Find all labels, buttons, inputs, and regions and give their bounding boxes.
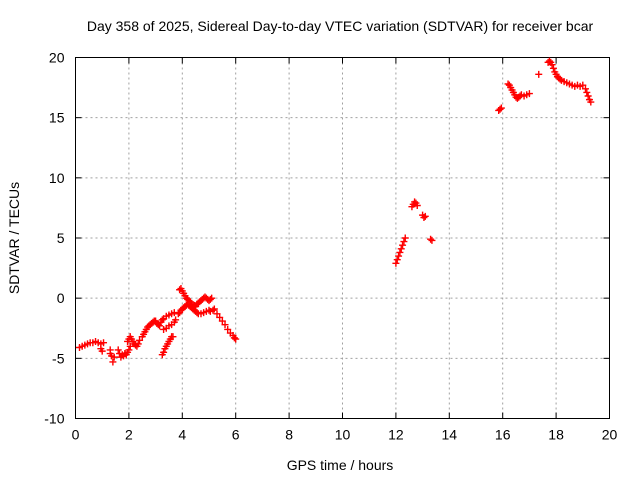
- data-point: [504, 80, 512, 88]
- data-series-sdtvar: [76, 57, 595, 366]
- y-axis-tick-labels: -10 -5 0 5 10 15 20: [44, 50, 64, 427]
- data-point: [169, 333, 177, 341]
- data-point: [549, 64, 557, 72]
- data-point: [174, 310, 182, 318]
- x-tick-label: 6: [232, 427, 240, 443]
- data-point: [399, 241, 407, 249]
- data-point: [106, 350, 114, 358]
- data-point: [100, 339, 108, 347]
- x-tick-label: 10: [335, 427, 351, 443]
- data-point: [98, 347, 106, 355]
- y-tick-label: 0: [57, 290, 65, 306]
- data-point: [545, 57, 553, 65]
- data-point: [587, 98, 595, 106]
- data-point: [114, 346, 122, 354]
- data-point: [421, 212, 429, 220]
- y-axis-label: SDTVAR / TECUs: [6, 182, 22, 294]
- data-point: [397, 245, 405, 253]
- chart-title: Day 358 of 2025, Sidereal Day-to-day VTE…: [87, 18, 594, 34]
- y-tick-label: 10: [49, 170, 65, 186]
- data-point: [206, 295, 214, 303]
- data-point: [400, 238, 408, 246]
- data-point: [535, 70, 543, 78]
- data-point: [213, 310, 221, 318]
- y-tick-label: -10: [44, 411, 64, 427]
- x-axis-tick-labels: 0 2 4 6 8 10 12 14 16 18 20: [72, 427, 618, 443]
- y-tick-label: -5: [52, 350, 65, 366]
- data-point: [548, 61, 556, 69]
- data-point: [497, 104, 505, 112]
- data-point: [396, 248, 404, 256]
- data-point: [208, 294, 216, 302]
- data-point: [420, 214, 428, 222]
- data-point: [579, 81, 587, 89]
- data-point: [221, 321, 229, 329]
- x-tick-label: 8: [285, 427, 293, 443]
- data-point: [136, 336, 144, 344]
- data-point: [395, 252, 403, 260]
- data-point: [232, 335, 240, 343]
- data-point: [393, 256, 401, 264]
- x-tick-label: 20: [602, 427, 618, 443]
- data-point: [392, 259, 400, 267]
- x-tick-label: 2: [125, 427, 133, 443]
- data-point: [193, 309, 201, 317]
- data-point: [218, 317, 226, 325]
- data-point: [583, 88, 591, 96]
- data-point: [125, 346, 133, 354]
- grid: [75, 57, 610, 419]
- data-point: [411, 198, 419, 206]
- data-point: [496, 105, 504, 113]
- x-tick-label: 18: [548, 427, 564, 443]
- x-axis-label: GPS time / hours: [287, 457, 394, 473]
- data-point: [109, 358, 117, 366]
- x-tick-label: 0: [72, 427, 80, 443]
- data-point: [581, 85, 589, 93]
- data-point: [428, 236, 436, 244]
- data-point: [427, 235, 435, 243]
- y-tick-label: 5: [57, 230, 65, 246]
- x-tick-label: 12: [388, 427, 404, 443]
- x-tick-label: 14: [442, 427, 458, 443]
- data-point: [556, 75, 564, 83]
- y-tick-label: 20: [49, 50, 65, 66]
- data-point: [134, 340, 142, 348]
- data-point: [210, 305, 218, 313]
- data-point: [584, 92, 592, 100]
- data-point: [230, 334, 238, 342]
- axis-ticks: [75, 57, 610, 419]
- data-point: [525, 90, 533, 98]
- data-point: [172, 316, 180, 324]
- data-point: [209, 306, 217, 314]
- x-tick-label: 4: [178, 427, 186, 443]
- data-point: [216, 313, 224, 321]
- data-point: [110, 353, 118, 361]
- data-point: [160, 348, 168, 356]
- data-point: [401, 234, 409, 242]
- data-point: [126, 342, 134, 350]
- y-tick-label: 15: [49, 110, 65, 126]
- data-point: [224, 325, 232, 333]
- x-tick-label: 16: [495, 427, 511, 443]
- data-point: [158, 316, 166, 324]
- data-point: [413, 202, 421, 210]
- data-point: [156, 322, 164, 330]
